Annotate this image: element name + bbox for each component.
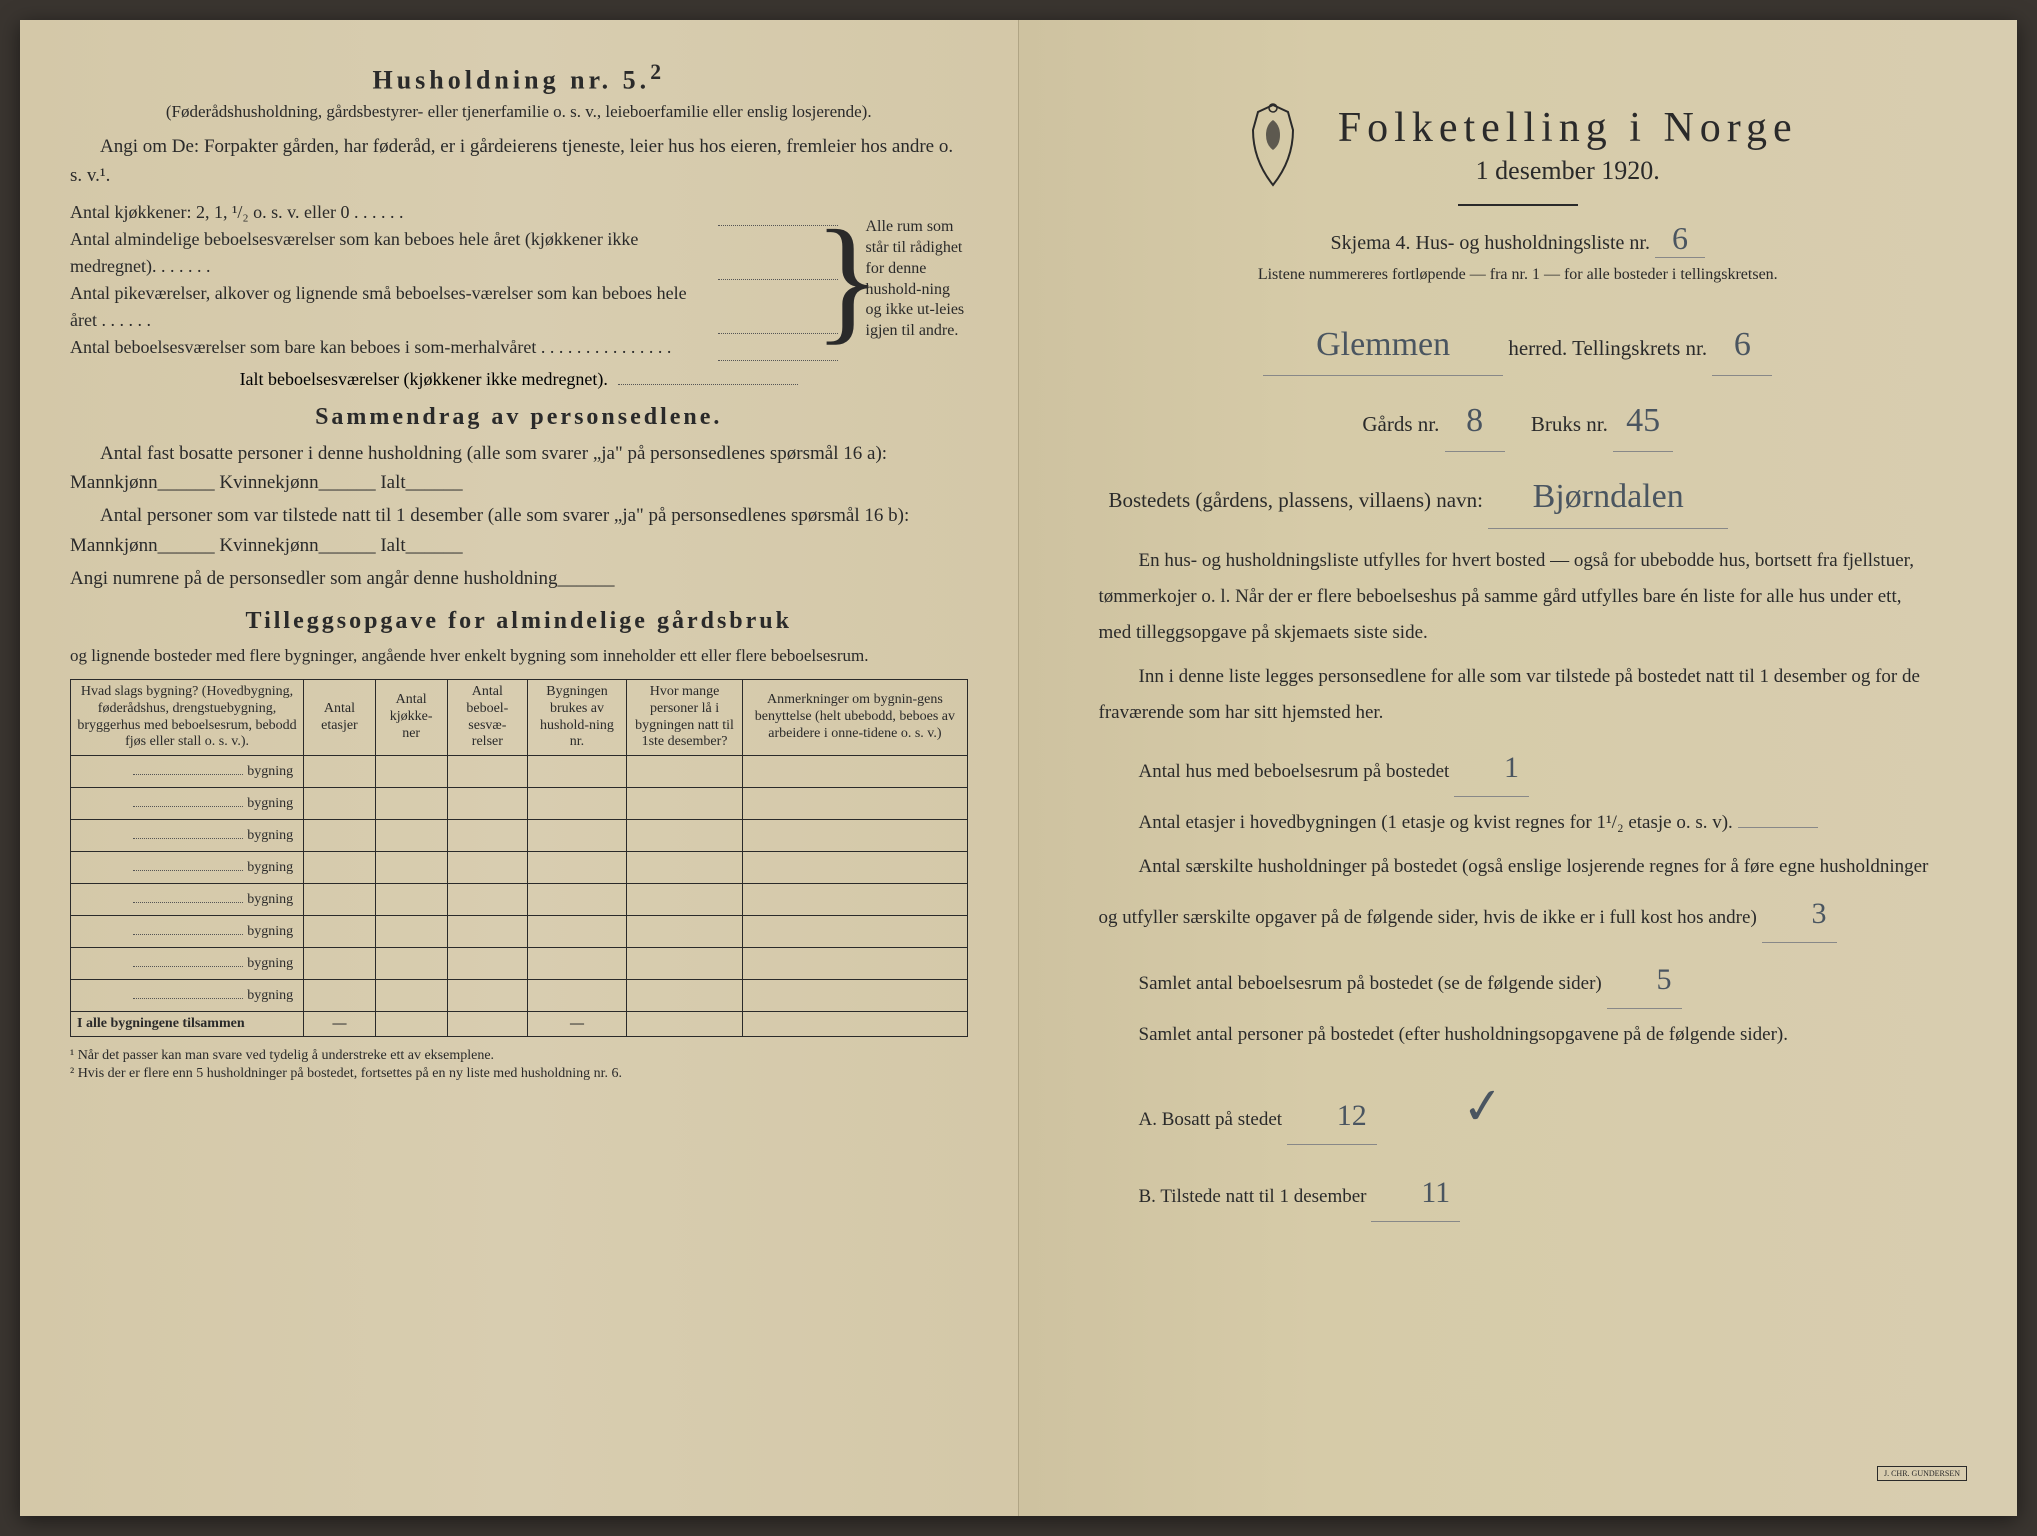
table-row: bygning: [71, 756, 968, 788]
sammendrag-p1: Antal fast bosatte personer i denne hush…: [70, 439, 968, 498]
samlet-pers-row: Samlet antal personer på bostedet (efter…: [1099, 1017, 1938, 1053]
herred-value: Glemmen: [1263, 314, 1503, 376]
ialt-row: Ialt beboelsesværelser (kjøkkener ikke m…: [70, 369, 968, 390]
th-0: Hvad slags bygning? (Hovedbygning, føder…: [71, 680, 304, 756]
sammendrag-p3: Angi numrene på de personsedler som angå…: [70, 564, 968, 593]
tillegg-title: Tilleggsopgave for almindelige gårdsbruk: [70, 608, 968, 635]
right-page: Folketelling i Norge 1 desember 1920. Sk…: [1019, 20, 2018, 1516]
instruction-para-2: Inn i denne liste legges personsedlene f…: [1099, 659, 1938, 731]
document-spread: Husholdning nr. 5.2 (Føderådshusholdning…: [20, 20, 2017, 1516]
tilstede-value: 11: [1371, 1164, 1460, 1222]
hushold-row: Antal særskilte husholdninger på bostede…: [1099, 849, 1938, 943]
building-table: Hvad slags bygning? (Hovedbygning, føder…: [70, 679, 968, 1037]
bosatt-row: A. Bosatt på stedet 12 ✓: [1099, 1061, 1938, 1156]
printer-stamp: J. CHR. GUNDERSEN: [1877, 1466, 1967, 1481]
gards-row: Gårds nr. 8 Bruks nr. 45: [1109, 390, 1928, 452]
census-date: 1 desember 1920.: [1338, 156, 1798, 186]
table-row: bygning: [71, 980, 968, 1012]
coat-of-arms-icon: [1238, 100, 1308, 190]
th-1: Antal etasjer: [304, 680, 376, 756]
brace-row-0: Antal almindelige beboelsesværelser som …: [70, 226, 710, 280]
skjema-nr-value: 6: [1655, 220, 1705, 258]
footnote-2: ² Hvis der er flere enn 5 husholdninger …: [70, 1065, 968, 1083]
tellingskrets-value: 6: [1712, 314, 1772, 376]
bosted-value: Bjørndalen: [1488, 466, 1728, 528]
table-total-row: I alle bygningene tilsammen——: [71, 1012, 968, 1037]
herred-row: Glemmen herred. Tellingskrets nr. 6: [1109, 314, 1928, 376]
building-tbody: bygningbygningbygningbygningbygningbygni…: [71, 756, 968, 1037]
left-page: Husholdning nr. 5.2 (Føderådshusholdning…: [20, 20, 1019, 1516]
sammendrag-p2: Antal personer som var tilstede natt til…: [70, 501, 968, 560]
title-block: Folketelling i Norge 1 desember 1920.: [1069, 100, 1968, 190]
th-4: Bygningen brukes av hushold-ning nr.: [528, 680, 627, 756]
hushold-value: 3: [1762, 885, 1837, 943]
table-row: bygning: [71, 852, 968, 884]
th-6: Anmerkninger om bygnin-gens benyttelse (…: [743, 680, 967, 756]
etasjer-row: Antal etasjer i hovedbygningen (1 etasje…: [1099, 805, 1938, 841]
table-row: bygning: [71, 948, 968, 980]
table-row: bygning: [71, 916, 968, 948]
brace-note: Alle rum som står til rådighet for denne…: [858, 199, 968, 361]
bosted-row: Bostedets (gårdens, plassens, villaens) …: [1109, 466, 1928, 528]
kitchen-line: Antal kjøkkener: 2, 1, ¹/₂ o. s. v. elle…: [70, 199, 710, 226]
household-subtitle: (Føderådshusholdning, gårdsbestyrer- ell…: [70, 102, 968, 122]
gards-nr-value: 8: [1445, 390, 1505, 452]
antal-hus-value: 1: [1454, 739, 1529, 797]
curly-brace: }: [838, 199, 858, 361]
brace-row-1: Antal pikeværelser, alkover og lignende …: [70, 280, 710, 334]
rooms-block: Antal kjøkkener: 2, 1, ¹/₂ o. s. v. elle…: [70, 199, 968, 361]
main-title: Folketelling i Norge: [1338, 104, 1798, 152]
tillegg-sub: og lignende bosteder med flere bygninger…: [70, 643, 968, 669]
bruks-nr-value: 45: [1613, 390, 1673, 452]
th-3: Antal beboel-sesvæ-relser: [447, 680, 528, 756]
footnotes: ¹ Når det passer kan man svare ved tydel…: [70, 1047, 968, 1083]
th-2: Antal kjøkke-ner: [375, 680, 447, 756]
tilstede-row: B. Tilstede natt til 1 desember 11: [1099, 1164, 1938, 1222]
sammendrag-title: Sammendrag av personsedlene.: [70, 404, 968, 431]
table-row: bygning: [71, 820, 968, 852]
bosatt-value: 12: [1287, 1087, 1377, 1145]
table-row: bygning: [71, 884, 968, 916]
instruction-para-1: En hus- og husholdningsliste utfylles fo…: [1099, 543, 1938, 651]
checkmark-icon: ✓: [1418, 1058, 1508, 1160]
divider: [1458, 204, 1578, 206]
samlet-rum-value: 5: [1607, 951, 1682, 1009]
household-title: Husholdning nr. 5.2: [70, 60, 968, 96]
numbering-instruction: Listene nummereres fortløpende — fra nr.…: [1069, 266, 1968, 284]
th-5: Hvor mange personer lå i bygningen natt …: [626, 680, 743, 756]
footnote-1: ¹ Når det passer kan man svare ved tydel…: [70, 1047, 968, 1065]
skjema-line: Skjema 4. Hus- og husholdningsliste nr. …: [1069, 220, 1968, 258]
angi-line: Angi om De: Forpakter gården, har føderå…: [70, 132, 968, 191]
samlet-rum-row: Samlet antal beboelsesrum på bostedet (s…: [1099, 951, 1938, 1009]
brace-row-2: Antal beboelsesværelser som bare kan beb…: [70, 334, 710, 361]
table-row: bygning: [71, 788, 968, 820]
antal-hus-row: Antal hus med beboelsesrum på bostedet 1: [1099, 739, 1938, 797]
